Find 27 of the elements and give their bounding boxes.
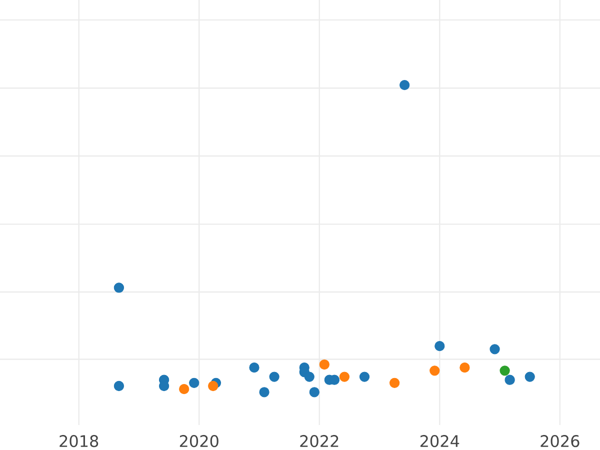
- point: [309, 387, 320, 398]
- point: [500, 366, 510, 376]
- x-tick-label: 2026: [540, 435, 580, 448]
- point: [304, 372, 314, 382]
- point: [434, 341, 445, 352]
- x-tick-label: 2018: [60, 435, 98, 448]
- point: [524, 372, 535, 382]
- x-tick-label: 2024: [420, 435, 460, 448]
- point: [339, 372, 350, 382]
- point: [490, 344, 500, 354]
- point: [189, 378, 200, 388]
- x-tick-label: 2020: [180, 435, 218, 448]
- x-tick-label: 2022: [300, 435, 338, 448]
- point: [114, 282, 124, 293]
- point: [259, 387, 270, 398]
- point: [460, 362, 470, 373]
- point: [359, 372, 370, 382]
- point: [249, 362, 260, 373]
- point: [319, 359, 330, 370]
- point: [114, 380, 124, 392]
- point: [389, 378, 400, 388]
- point: [179, 384, 190, 394]
- point: [400, 80, 410, 90]
- point: [269, 372, 280, 382]
- point: [430, 366, 440, 376]
- point: [208, 380, 218, 392]
- point: [504, 374, 515, 385]
